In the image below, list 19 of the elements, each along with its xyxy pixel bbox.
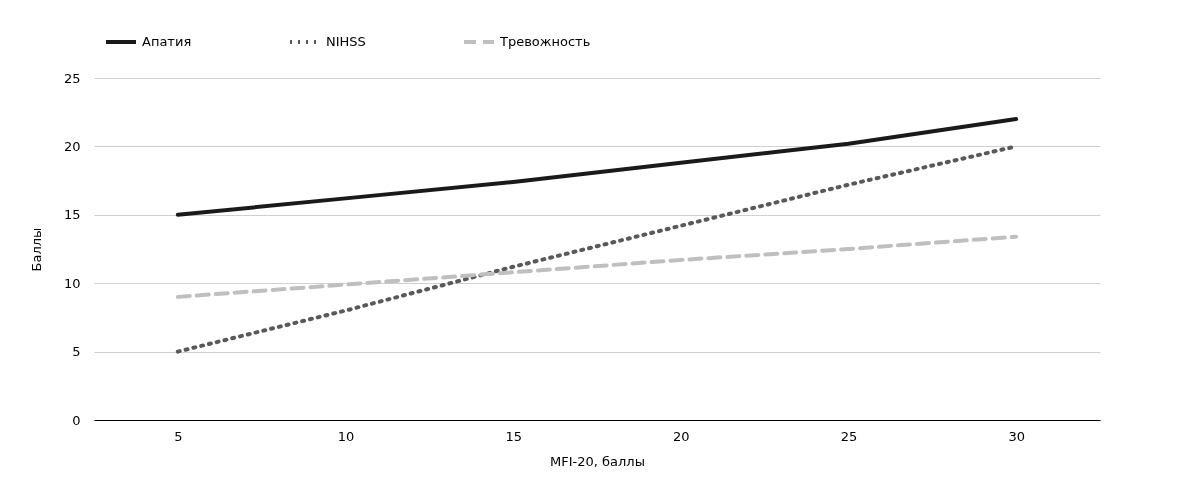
x-tick-label: 10: [337, 428, 355, 444]
legend-label: Апатия: [142, 34, 192, 49]
y-tick-label: 5: [72, 344, 81, 360]
x-axis-title: MFI-20, баллы: [550, 453, 645, 469]
y-axis-title: Баллы: [28, 227, 44, 272]
y-tick-label: 10: [63, 275, 81, 291]
y-tick-label: 20: [63, 138, 81, 154]
line-series: [175, 117, 1019, 217]
line-series: [175, 234, 1019, 299]
legend-label: Тревожность: [499, 34, 591, 49]
y-tick-label: 15: [63, 207, 81, 223]
x-tick-label: 25: [840, 428, 858, 444]
y-tick-label: 0: [72, 412, 81, 428]
x-tick-label: 5: [174, 428, 183, 444]
x-tick-label: 30: [1008, 428, 1025, 444]
x-tick-label: 20: [673, 428, 690, 444]
y-tick-label: 25: [63, 70, 81, 86]
x-tick-label: 15: [505, 428, 522, 444]
legend-label: NIHSS: [326, 34, 366, 49]
